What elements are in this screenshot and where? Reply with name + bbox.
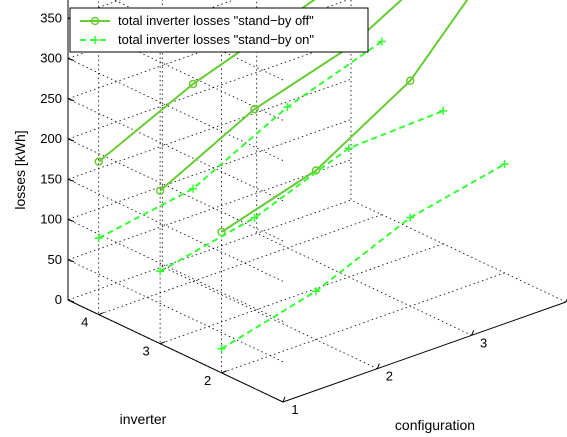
y-axis-label: inverter [120, 411, 167, 427]
data-point [283, 103, 292, 112]
x-axis-line [282, 301, 567, 403]
series-line [159, 0, 403, 192]
y-axis-line [67, 299, 284, 403]
y-tick [221, 370, 227, 374]
data-point [439, 106, 448, 115]
z-gridline [66, 38, 352, 242]
x-tick-label: 1 [291, 402, 298, 417]
x-gridline [161, 0, 378, 370]
z-tick-label: 200 [40, 131, 62, 146]
y-tick-label: 4 [81, 315, 88, 330]
data-point [500, 160, 509, 169]
legend-box [69, 7, 369, 53]
z-tick-label: 0 [55, 292, 62, 307]
axes: 1234234050100150200250300350400 [40, 0, 567, 417]
data-point [90, 16, 100, 26]
series-line [159, 109, 444, 273]
series-line [221, 163, 506, 350]
data-point [344, 144, 353, 153]
data-point [250, 213, 259, 222]
z-tick-label: 100 [40, 212, 62, 227]
series-2 [94, 37, 509, 353]
data-point [155, 186, 165, 196]
z-gridline [66, 78, 352, 282]
data-point [406, 213, 415, 222]
data-point [94, 157, 103, 166]
data-point [91, 36, 99, 44]
z-axis-label: losses [kWh] [12, 130, 28, 209]
grid-lines [66, 0, 567, 403]
z-tick [67, 178, 75, 182]
data-point [311, 287, 320, 296]
legend: total inverter losses "stand−by off" tota… [69, 7, 369, 53]
x-tick-label: 3 [480, 335, 487, 350]
x-gridline [350, 0, 567, 303]
x-gridline [67, 0, 284, 403]
legend-label: total inverter losses "stand−by on" [118, 32, 314, 47]
data-point [189, 184, 198, 193]
series-line [98, 40, 383, 239]
data-point [250, 104, 259, 114]
z-gridline [66, 119, 352, 322]
data-point [377, 37, 386, 46]
data-point [405, 76, 415, 86]
data-point [311, 166, 321, 175]
x-axis-label: configuration [395, 417, 475, 433]
data-point [217, 344, 226, 353]
y-gridline [98, 0, 382, 316]
data-point [94, 234, 103, 243]
z-tick-label: 50 [48, 252, 62, 267]
y-tick [98, 312, 104, 316]
series-plot [94, 0, 509, 353]
z-tick-label: 250 [40, 91, 62, 106]
x-tick [282, 396, 286, 403]
legend-label: total inverter losses "stand−by off" [118, 13, 314, 28]
x-tick-label: 2 [386, 369, 393, 384]
z-tick [67, 138, 75, 142]
y-tick-label: 2 [204, 373, 211, 388]
x-tick [565, 298, 567, 303]
z-tick [67, 259, 75, 263]
x-tick [376, 363, 380, 369]
x-tick [471, 330, 475, 336]
z-tick [67, 219, 75, 222]
data-point [156, 267, 165, 276]
series-line [221, 0, 469, 233]
y-gridline [159, 21, 444, 345]
z-gridline [66, 199, 352, 403]
z-gridline [66, 159, 352, 363]
z-tick-label: 350 [40, 10, 62, 25]
y-tick [159, 341, 166, 345]
data-point [188, 79, 198, 89]
y-tick-label: 3 [143, 344, 150, 359]
z-tick [67, 58, 75, 61]
z-tick-label: 300 [40, 51, 62, 66]
z-tick-label: 150 [40, 171, 62, 186]
z-tick [67, 98, 75, 102]
y-gridline [221, 50, 505, 374]
z-tick [67, 299, 75, 303]
